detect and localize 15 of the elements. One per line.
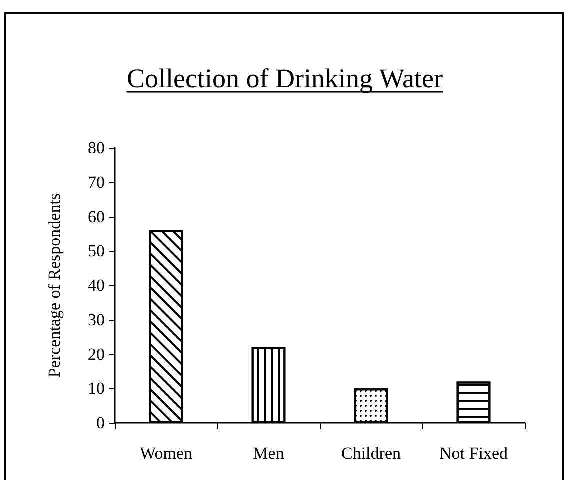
x-tick-label: Women: [140, 444, 193, 463]
chart-title: Collection of Drinking Water: [126, 64, 444, 94]
y-tick-label: 70: [88, 172, 105, 192]
y-tick-label: 50: [88, 242, 105, 261]
y-tick-label: 60: [88, 207, 105, 226]
x-tick-label: Men: [253, 444, 285, 463]
y-tick-label: 30: [88, 310, 105, 330]
y-tick-label: 80: [88, 138, 105, 158]
y-tick-label: 0: [96, 414, 105, 432]
x-tick-label: Children: [342, 444, 402, 463]
y-tick-label: 40: [88, 276, 105, 295]
y-tick-label: 20: [88, 344, 105, 364]
x-tick-label: Not Fixed: [440, 444, 508, 463]
y-tick-label: 10: [88, 379, 105, 398]
y-axis-title: Percentage of Respondents: [45, 193, 64, 378]
